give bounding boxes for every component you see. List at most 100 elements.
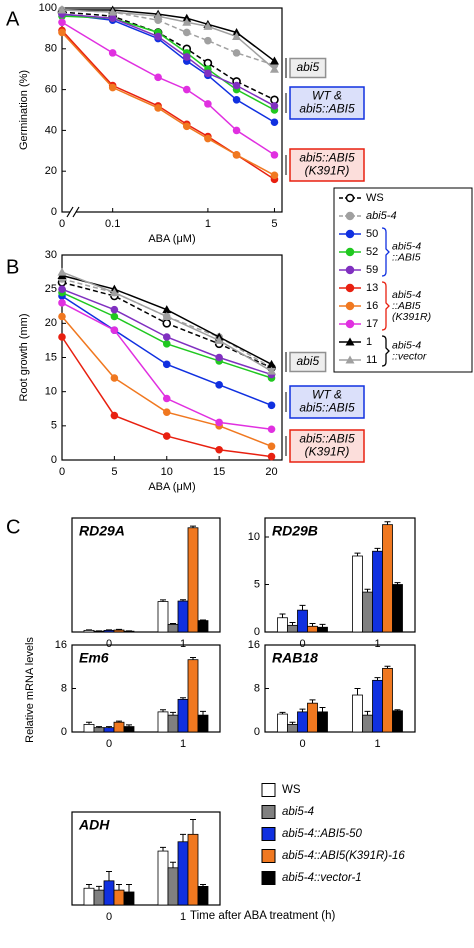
point (214, 335, 224, 344)
point (232, 81, 241, 90)
panel-title: RD29A (79, 523, 125, 539)
error-bar (364, 710, 371, 716)
point (215, 381, 223, 389)
error-bar (160, 846, 166, 852)
point (154, 104, 162, 112)
annotation-box (289, 86, 365, 120)
legend-group-label: abi5-4 (392, 240, 421, 252)
legend-marker (345, 229, 355, 239)
error-bar (289, 622, 296, 626)
annotation-text: (K391R) (305, 164, 350, 178)
y-tick-label: 0 (254, 626, 260, 638)
error-bar (160, 709, 166, 712)
legend-marker (345, 265, 355, 275)
point (267, 366, 277, 375)
bar (157, 601, 169, 633)
legend-marker (345, 301, 355, 311)
bar (297, 711, 308, 733)
x-axis-label: ABA (μM) (148, 233, 195, 245)
point (162, 340, 171, 348)
legend-label: 16 (366, 300, 378, 312)
point (162, 319, 172, 328)
point (232, 49, 241, 57)
bar (177, 698, 189, 733)
annotation-text: abi5 (296, 60, 319, 74)
annotation-text: abi5::ABI5 (299, 151, 355, 165)
point (182, 85, 191, 94)
point (182, 28, 191, 37)
point (108, 7, 118, 16)
x-tick-label: 5 (111, 466, 117, 478)
point (232, 96, 241, 104)
x-tick-label: 0 (106, 738, 112, 750)
y-tick-label: 80 (45, 43, 57, 55)
error-bar (190, 525, 196, 528)
y-tick-label: 0 (254, 726, 260, 738)
legend-label: 52 (366, 246, 378, 258)
point (58, 299, 66, 307)
legend-group-label: abi5-4 (392, 339, 421, 351)
error-bar (116, 720, 122, 723)
bar (297, 609, 308, 633)
x-tick-label: 0 (106, 638, 112, 650)
point (109, 288, 119, 297)
y-tick-label: 8 (254, 682, 260, 694)
bar (187, 833, 199, 906)
error-bar (190, 818, 196, 835)
bar (392, 584, 403, 633)
axis-break (66, 206, 74, 218)
y-tick-label: 100 (39, 2, 57, 14)
panel-letter: B (6, 256, 19, 278)
error-bar (299, 604, 306, 611)
y-tick-label: 8 (61, 682, 67, 694)
point (267, 401, 276, 410)
point (110, 305, 119, 314)
bar (103, 880, 115, 906)
x-tick-label: 0.1 (105, 218, 120, 230)
point (267, 359, 277, 368)
bar (277, 713, 288, 733)
error-bar (299, 708, 306, 712)
point (57, 267, 67, 276)
error-bar (106, 726, 112, 728)
legend-bracket (381, 281, 390, 331)
y-tick-label: 0 (61, 726, 67, 738)
error-bar (319, 707, 326, 712)
bar (392, 710, 403, 733)
y-axis-label: Root growth (mm) (18, 313, 30, 401)
y-tick-label: 30 (45, 249, 57, 261)
bar (113, 721, 125, 733)
point (162, 305, 172, 314)
point (154, 32, 162, 41)
legend-swatch (261, 871, 276, 885)
point (269, 64, 279, 73)
legend-label: 17 (366, 318, 378, 330)
x-axis-label: ABA (μM) (148, 481, 195, 493)
point (270, 151, 279, 159)
x-tick-label: 1 (205, 218, 211, 230)
legend-label: 50 (366, 228, 378, 240)
error-bar (309, 622, 316, 627)
point (182, 122, 191, 131)
annotation-text: (K391R) (305, 445, 350, 459)
point (110, 411, 119, 420)
plot-frame (264, 517, 416, 633)
y-tick-label: 16 (248, 639, 260, 651)
series-line (61, 15, 275, 111)
bar (103, 629, 115, 633)
x-tick-label: 5 (271, 218, 277, 230)
legend-marker (345, 355, 355, 364)
series-line (61, 278, 272, 369)
annotation-box (289, 57, 327, 79)
y-tick-label: 60 (45, 84, 57, 96)
legend-group-label: ::ABI5 (392, 251, 421, 263)
x-tick-label: 1 (374, 638, 380, 650)
error-bar (309, 699, 316, 704)
bar (372, 679, 383, 733)
error-bar (394, 709, 401, 711)
y-tick-label: 25 (45, 283, 57, 295)
plot-frame (71, 811, 221, 906)
point (267, 442, 276, 451)
point (110, 326, 119, 334)
